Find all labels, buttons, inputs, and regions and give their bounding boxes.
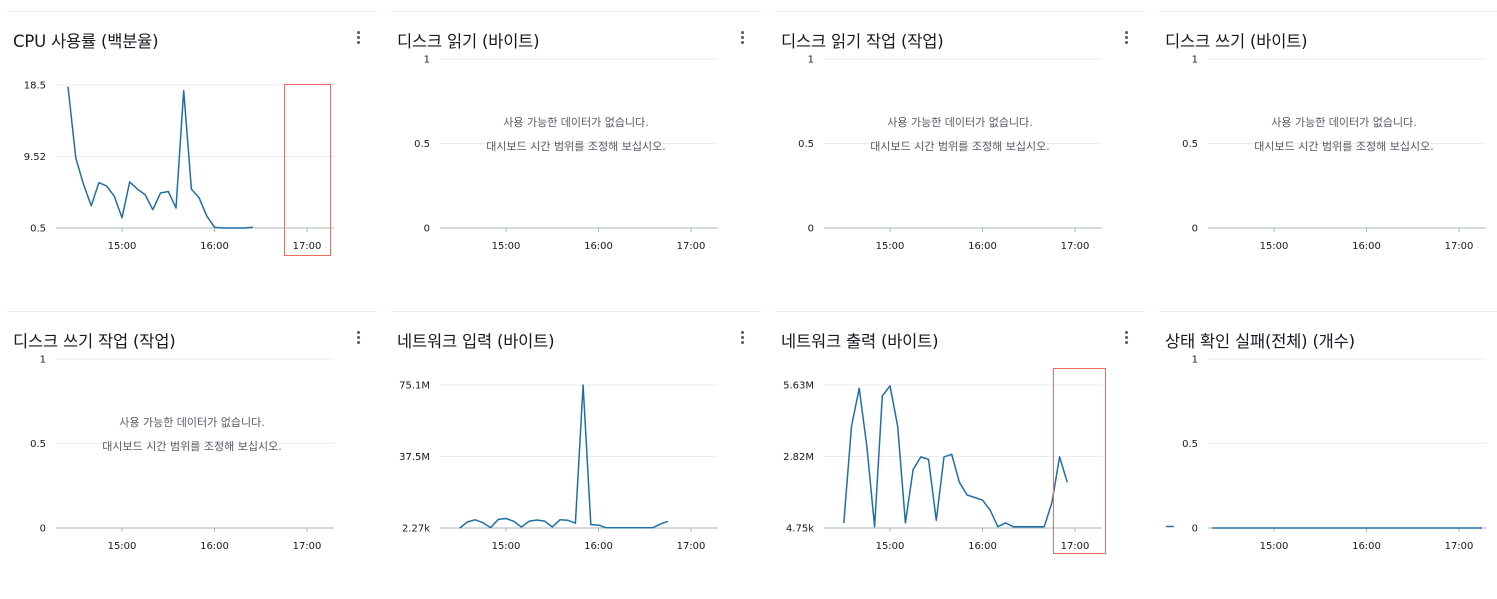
y-tick-label: 0 bbox=[1192, 524, 1198, 535]
x-tick-1600: 16:00 bbox=[1352, 241, 1381, 252]
x-tick-1500: 15:00 bbox=[108, 541, 137, 552]
x-tick-1600: 16:00 bbox=[1352, 541, 1381, 552]
y-tick-label: 0 bbox=[424, 224, 430, 235]
x-tick-1500: 15:00 bbox=[1260, 541, 1289, 552]
line-chart: 1 0.5 0 15:00 16:00 17:00 bbox=[1159, 311, 1497, 599]
highlight-box bbox=[1053, 368, 1106, 554]
y-tick-label: 1 bbox=[1192, 55, 1198, 66]
x-tick-1700: 17:00 bbox=[1445, 241, 1474, 252]
no-data-line: 사용 가능한 데이터가 없습니다. bbox=[1159, 111, 1497, 135]
x-tick-1700: 17:00 bbox=[1061, 241, 1090, 252]
y-tick-label: 37.5M bbox=[399, 452, 430, 463]
x-tick-1500: 15:00 bbox=[876, 241, 905, 252]
y-tick-label: 0 bbox=[1192, 224, 1198, 235]
x-tick-1500: 15:00 bbox=[108, 241, 137, 252]
x-tick-1600: 16:00 bbox=[968, 541, 997, 552]
series-line bbox=[68, 87, 253, 228]
no-data-line: 사용 가능한 데이터가 없습니다. bbox=[775, 111, 1145, 135]
no-data-line: 사용 가능한 데이터가 없습니다. bbox=[7, 411, 377, 435]
x-tick-1700: 17:00 bbox=[677, 241, 706, 252]
y-tick-label: 4.75k bbox=[786, 524, 814, 535]
line-chart: 75.1M 37.5M 2.27k 15:00 16:00 17:00 bbox=[391, 311, 761, 599]
y-tick-label: 1 bbox=[808, 55, 814, 66]
no-data-message: 사용 가능한 데이터가 없습니다.대시보드 시간 범위를 조정해 보십시오. bbox=[775, 111, 1145, 159]
x-tick-1700: 17:00 bbox=[677, 541, 706, 552]
y-tick-label: 0 bbox=[808, 224, 814, 235]
x-tick-1700: 17:00 bbox=[293, 541, 322, 552]
no-data-hint: 대시보드 시간 범위를 조정해 보십시오. bbox=[1159, 135, 1497, 159]
no-data-hint: 대시보드 시간 범위를 조정해 보십시오. bbox=[7, 435, 377, 459]
no-data-hint: 대시보드 시간 범위를 조정해 보십시오. bbox=[391, 135, 761, 159]
no-data-message: 사용 가능한 데이터가 없습니다.대시보드 시간 범위를 조정해 보십시오. bbox=[1159, 111, 1497, 159]
x-tick-1700: 17:00 bbox=[1445, 541, 1474, 552]
y-tick-label: 1 bbox=[40, 355, 46, 366]
y-tick-label: 9.52 bbox=[24, 152, 46, 163]
y-tick-label: 2.82M bbox=[783, 452, 814, 463]
no-data-message: 사용 가능한 데이터가 없습니다.대시보드 시간 범위를 조정해 보십시오. bbox=[7, 411, 377, 459]
x-tick-1600: 16:00 bbox=[200, 241, 229, 252]
x-tick-1600: 16:00 bbox=[968, 241, 997, 252]
y-tick-label: 1 bbox=[424, 55, 430, 66]
x-tick-1500: 15:00 bbox=[1260, 241, 1289, 252]
y-tick-label: 1 bbox=[1192, 355, 1198, 366]
y-tick-label: 75.1M bbox=[399, 381, 430, 392]
x-tick-1500: 15:00 bbox=[876, 541, 905, 552]
no-data-line: 사용 가능한 데이터가 없습니다. bbox=[391, 111, 761, 135]
no-data-message: 사용 가능한 데이터가 없습니다.대시보드 시간 범위를 조정해 보십시오. bbox=[391, 111, 761, 159]
y-tick-label: 0.5 bbox=[30, 224, 46, 235]
y-tick-label: 18.5 bbox=[24, 81, 46, 92]
y-tick-label: 0 bbox=[40, 524, 46, 535]
highlight-box bbox=[284, 84, 331, 256]
x-tick-1600: 16:00 bbox=[200, 541, 229, 552]
y-tick-label: 5.63M bbox=[783, 381, 814, 392]
y-tick-label: 0.5 bbox=[1182, 439, 1198, 450]
x-tick-1500: 15:00 bbox=[492, 241, 521, 252]
x-tick-1600: 16:00 bbox=[584, 541, 613, 552]
no-data-hint: 대시보드 시간 범위를 조정해 보십시오. bbox=[775, 135, 1145, 159]
series-line bbox=[1166, 527, 1482, 529]
y-tick-label: 2.27k bbox=[402, 524, 430, 535]
x-tick-1600: 16:00 bbox=[584, 241, 613, 252]
x-tick-1500: 15:00 bbox=[492, 541, 521, 552]
